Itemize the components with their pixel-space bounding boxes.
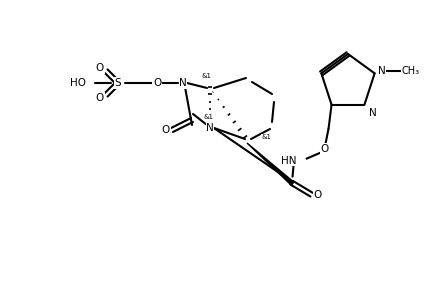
Text: O: O xyxy=(96,63,104,73)
Text: O: O xyxy=(162,125,170,135)
Text: &1: &1 xyxy=(203,114,213,120)
Text: CH₃: CH₃ xyxy=(402,66,420,76)
Text: HO: HO xyxy=(70,78,86,88)
Text: O: O xyxy=(320,144,329,154)
Text: N: N xyxy=(378,66,385,76)
Text: O: O xyxy=(153,78,161,88)
Text: &1: &1 xyxy=(261,134,271,140)
Text: O: O xyxy=(96,93,104,103)
Text: S: S xyxy=(115,78,121,88)
Polygon shape xyxy=(247,143,294,185)
Text: N: N xyxy=(369,108,377,118)
Text: N: N xyxy=(206,123,214,133)
Text: HN: HN xyxy=(281,156,297,166)
Text: O: O xyxy=(314,190,322,200)
Text: N: N xyxy=(179,78,187,88)
Text: &1: &1 xyxy=(201,73,211,79)
